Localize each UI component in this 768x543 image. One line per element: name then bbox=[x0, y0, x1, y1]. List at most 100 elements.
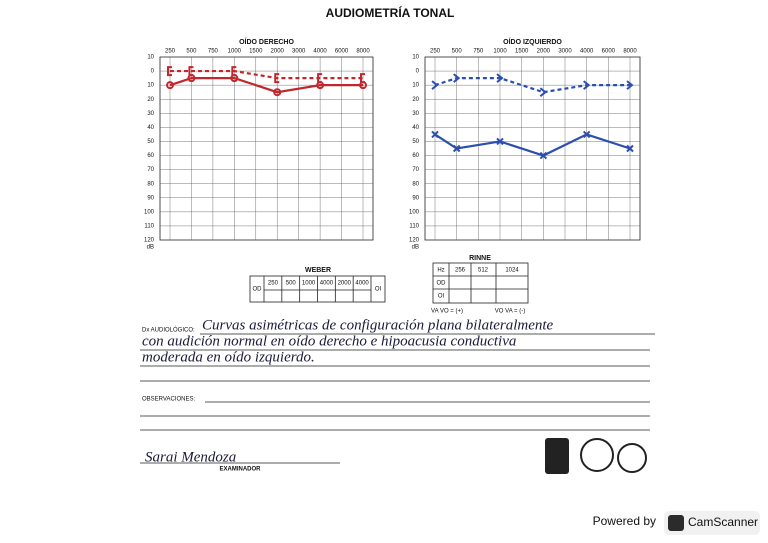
marker bbox=[431, 80, 439, 90]
y-tick-label: 70 bbox=[412, 167, 419, 173]
audiogram: OÍDO IZQUIERDO10010203040506070809010011… bbox=[409, 37, 641, 251]
marker bbox=[431, 130, 439, 139]
x-tick-label: 250 bbox=[430, 49, 441, 55]
y-tick-label: 110 bbox=[409, 224, 419, 230]
marker bbox=[583, 80, 591, 90]
x-tick-label: 2000 bbox=[271, 49, 285, 55]
rinne-note: VO VA = (-) bbox=[495, 309, 525, 315]
marker bbox=[453, 73, 461, 83]
y-tick-label: 10 bbox=[147, 55, 154, 61]
x-tick-label: 8000 bbox=[623, 49, 637, 55]
rinne-note: VA VO = (+) bbox=[431, 309, 463, 315]
y-tick-label: 50 bbox=[412, 139, 419, 145]
logo bbox=[580, 438, 614, 472]
logo bbox=[617, 443, 647, 473]
diagnosis: Dx AUDIOLÓGICO: Curvas asimétricas de co… bbox=[140, 317, 655, 382]
y-tick-label: 10 bbox=[412, 55, 419, 61]
y-tick-label: 60 bbox=[412, 153, 419, 159]
y-tick-label: 30 bbox=[412, 111, 419, 117]
weber-column: 1000 bbox=[302, 281, 316, 287]
y-tick-label: 40 bbox=[147, 125, 154, 131]
weber-column: 4000 bbox=[320, 281, 334, 287]
marker bbox=[360, 73, 365, 84]
weber-column: 250 bbox=[268, 281, 279, 287]
rinne-row: OD bbox=[437, 281, 447, 287]
marker bbox=[317, 73, 323, 84]
x-tick-label: 6000 bbox=[335, 49, 349, 55]
marker bbox=[231, 66, 237, 77]
weber-column: 500 bbox=[286, 281, 297, 287]
x-tick-label: 750 bbox=[473, 49, 484, 55]
y-tick-label: 40 bbox=[412, 125, 419, 131]
weber-column: 4000 bbox=[355, 281, 369, 287]
weber-right: OI bbox=[375, 287, 382, 293]
diagnosis-line: moderada en oído izquierdo. bbox=[142, 349, 315, 365]
x-tick-label: 4000 bbox=[580, 49, 594, 55]
x-tick-label: 3000 bbox=[558, 49, 572, 55]
weber-table: WEBER OD OI 250 500 1000 4000 2000 4000 bbox=[249, 267, 386, 303]
marker bbox=[166, 81, 174, 90]
x-tick-label: 1500 bbox=[515, 49, 529, 55]
x-tick-label: 1000 bbox=[493, 49, 507, 55]
observations-label: OBSERVACIONES: bbox=[142, 397, 195, 403]
signature-name: Sarai Mendoza bbox=[145, 449, 236, 465]
y-unit: dB bbox=[147, 245, 154, 251]
brand-name: CamScanner bbox=[688, 515, 758, 529]
weber-left: OD bbox=[253, 287, 263, 293]
marker bbox=[539, 151, 548, 160]
y-tick-label: 90 bbox=[147, 195, 154, 201]
marker bbox=[452, 144, 461, 153]
x-tick-label: 4000 bbox=[313, 49, 327, 55]
chart-title: OÍDO DERECHO bbox=[239, 37, 294, 46]
x-tick-label: 6000 bbox=[602, 49, 616, 55]
x-tick-label: 500 bbox=[186, 49, 197, 55]
y-tick-label: 50 bbox=[147, 139, 154, 145]
brand-icon bbox=[668, 515, 684, 531]
y-tick-label: 20 bbox=[412, 97, 419, 103]
y-tick-label: 70 bbox=[147, 167, 154, 173]
marker bbox=[188, 66, 194, 77]
y-tick-label: 0 bbox=[416, 69, 420, 75]
y-unit: dB bbox=[412, 245, 419, 251]
threshold-line bbox=[434, 77, 630, 94]
audiogram: OÍDO DERECHO1001020304050607080901001101… bbox=[144, 37, 374, 251]
weber-column: 2000 bbox=[338, 281, 352, 287]
rinne-header: 512 bbox=[478, 268, 489, 274]
brand-badge bbox=[664, 511, 760, 535]
x-tick-label: 2000 bbox=[537, 49, 551, 55]
y-tick-label: 0 bbox=[151, 69, 155, 75]
logo bbox=[545, 438, 569, 474]
y-tick-label: 90 bbox=[412, 195, 419, 201]
rinne-title: RINNE bbox=[469, 255, 491, 262]
powered-by: Powered by bbox=[593, 514, 656, 528]
rinne-row: OI bbox=[438, 294, 445, 300]
y-tick-label: 120 bbox=[144, 238, 155, 244]
marker bbox=[626, 144, 634, 153]
diagnosis-label: Dx AUDIOLÓGICO: bbox=[142, 327, 195, 334]
x-tick-label: 1500 bbox=[249, 49, 263, 55]
marker bbox=[496, 137, 504, 146]
marker bbox=[273, 88, 282, 97]
y-tick-label: 120 bbox=[409, 238, 420, 244]
page-title: AUDIOMETRÍA TONAL bbox=[326, 5, 455, 20]
y-tick-label: 100 bbox=[144, 209, 155, 215]
diagnosis-line: Curvas asimétricas de configuración plan… bbox=[202, 317, 554, 333]
y-tick-label: 80 bbox=[147, 181, 154, 187]
y-tick-label: 10 bbox=[147, 83, 154, 89]
x-tick-label: 750 bbox=[208, 49, 219, 55]
marker bbox=[626, 80, 634, 90]
x-tick-label: 8000 bbox=[356, 49, 370, 55]
marker bbox=[496, 73, 504, 83]
certification-logos bbox=[545, 438, 647, 474]
y-tick-label: 110 bbox=[144, 224, 154, 230]
weber-title: WEBER bbox=[305, 267, 331, 274]
y-tick-label: 80 bbox=[412, 181, 419, 187]
signature: Sarai Mendoza EXAMINADOR bbox=[140, 449, 340, 473]
signature-role: EXAMINADOR bbox=[219, 467, 261, 473]
x-tick-label: 250 bbox=[165, 49, 176, 55]
y-tick-label: 100 bbox=[409, 209, 420, 215]
y-tick-label: 60 bbox=[147, 153, 154, 159]
x-tick-label: 500 bbox=[452, 49, 463, 55]
marker bbox=[582, 130, 591, 139]
